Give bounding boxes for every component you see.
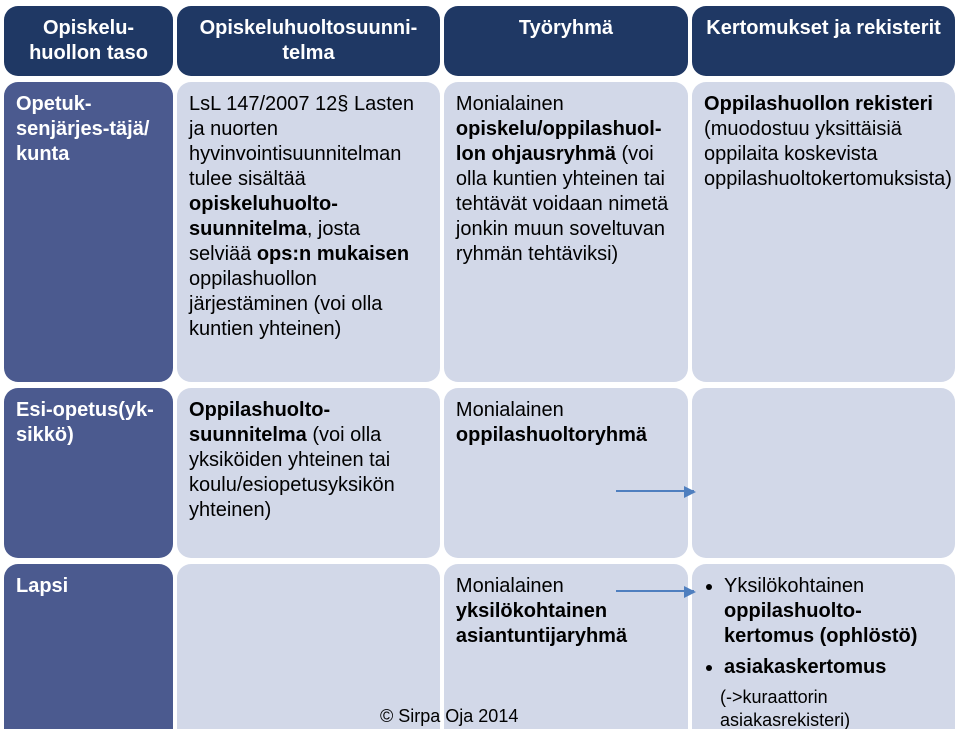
row2-col1: Oppilashuolto-suunnitelma (voi olla yksi… (177, 388, 440, 558)
list-item: (->kuraattorin asiakasrekisteri) (720, 686, 943, 729)
cell-text: Monialainen yksilökohtainen asiantuntija… (456, 574, 676, 649)
header-col0: Opiskelu-huollon taso (4, 6, 173, 76)
row2-col3 (692, 388, 955, 558)
table-container: Opiskelu-huollon taso Opiskeluhuoltosuun… (0, 0, 959, 729)
header-text: Kertomukset ja rekisterit (704, 16, 943, 41)
comparison-table: Opiskelu-huollon taso Opiskeluhuoltosuun… (0, 0, 959, 729)
list-item: asiakaskertomus (724, 655, 943, 680)
arrow-icon (616, 490, 694, 492)
header-text: Työryhmä (456, 16, 676, 41)
rowlabel-text: Opetuk-senjärjes-täjä/ kunta (16, 92, 161, 167)
header-row: Opiskelu-huollon taso Opiskeluhuoltosuun… (4, 6, 955, 76)
cell-text: Oppilashuolto-suunnitelma (voi olla yksi… (189, 398, 428, 523)
bullet-list: Yksilökohtainen oppilashuolto-kertomus (… (704, 574, 943, 729)
table-row: Opetuk-senjärjes-täjä/ kunta LsL 147/200… (4, 82, 955, 382)
cell-text: Monialainen opiskelu/oppilashuol-lon ohj… (456, 92, 676, 267)
rowlabel-text: Lapsi (16, 574, 161, 599)
arrow-icon (616, 590, 694, 592)
table-row: Lapsi Monialainen yksilökohtainen asiant… (4, 564, 955, 729)
row3-col2: Monialainen yksilökohtainen asiantuntija… (444, 564, 688, 729)
row1-col2: Monialainen opiskelu/oppilashuol-lon ohj… (444, 82, 688, 382)
row1-col3: Oppilashuollon rekisteri (muodostuu yksi… (692, 82, 955, 382)
cell-text: Monialainen oppilashuoltoryhmä (456, 398, 676, 448)
cell-text: Oppilashuollon rekisteri (muodostuu yksi… (704, 92, 943, 192)
row1-col1: LsL 147/2007 12§ Lasten ja nuorten hyvin… (177, 82, 440, 382)
row3-col3: Yksilökohtainen oppilashuolto-kertomus (… (692, 564, 955, 729)
header-col1: Opiskeluhuoltosuunni-telma (177, 6, 440, 76)
cell-text: LsL 147/2007 12§ Lasten ja nuorten hyvin… (189, 92, 428, 342)
list-item: Yksilökohtainen oppilashuolto-kertomus (… (724, 574, 943, 649)
row1-label: Opetuk-senjärjes-täjä/ kunta (4, 82, 173, 382)
header-col3: Kertomukset ja rekisterit (692, 6, 955, 76)
row2-label: Esi-opetus(yk-sikkö) (4, 388, 173, 558)
header-text: Opiskelu-huollon taso (16, 16, 161, 66)
copyright-text: © Sirpa Oja 2014 (380, 706, 518, 727)
table-row: Esi-opetus(yk-sikkö) Oppilashuolto-suunn… (4, 388, 955, 558)
row3-col1 (177, 564, 440, 729)
header-col2: Työryhmä (444, 6, 688, 76)
rowlabel-text: Esi-opetus(yk-sikkö) (16, 398, 161, 448)
header-text: Opiskeluhuoltosuunni-telma (189, 16, 428, 66)
row2-col2: Monialainen oppilashuoltoryhmä (444, 388, 688, 558)
row3-label: Lapsi (4, 564, 173, 729)
